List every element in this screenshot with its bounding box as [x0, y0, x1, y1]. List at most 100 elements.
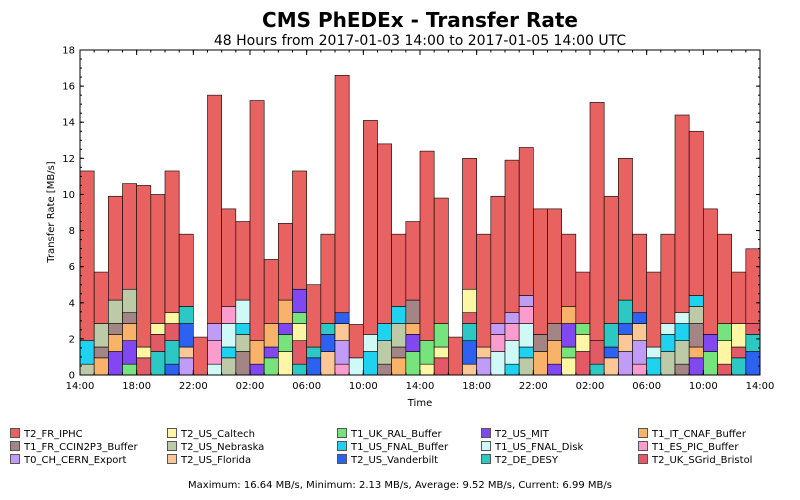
- bar-segment: [320, 323, 336, 335]
- bar-stack: [405, 221, 421, 376]
- bar-segment: [419, 340, 435, 365]
- x-tick-label: 06:00: [632, 381, 661, 392]
- x-tick-label: 18:00: [462, 381, 491, 392]
- bar-segment-main: [108, 195, 123, 301]
- bar-segment: [575, 334, 591, 352]
- bar-segment-main: [674, 114, 690, 314]
- bar-segment: [136, 357, 152, 376]
- legend-item: T1_ES_PIC_Buffer: [638, 441, 738, 454]
- bar-stack: [745, 248, 761, 376]
- bar-segment: [178, 346, 194, 359]
- bar-segment: [306, 357, 322, 376]
- bar-segment: [292, 323, 307, 341]
- bar-segment-main: [547, 208, 562, 324]
- bar-segment: [122, 288, 137, 314]
- y-tick-label: 16: [62, 82, 75, 93]
- x-tick-label: 06:00: [292, 381, 321, 392]
- bar-segment: [150, 351, 166, 376]
- bar-segment: [235, 351, 251, 376]
- bar-segment: [731, 323, 747, 348]
- bar-segment: [490, 323, 506, 335]
- bar-stack: [717, 233, 732, 376]
- bar-segment: [504, 312, 520, 324]
- x-axis-label: Time: [407, 398, 432, 409]
- bar-segment: [108, 351, 123, 376]
- bar-segment: [292, 288, 307, 314]
- bar-stack: [334, 74, 350, 376]
- bar-segment-main: [405, 221, 421, 301]
- bar-segment: [207, 340, 222, 365]
- bar-segment: [490, 351, 506, 376]
- bar-stack: [561, 233, 577, 376]
- bar-segment: [717, 323, 732, 341]
- y-axis-label: Transfer Rate [MB/s]: [46, 161, 57, 263]
- chart-subtitle: 48 Hours from 2017-01-03 14:00 to 2017-0…: [214, 33, 626, 49]
- bar-segment: [79, 340, 95, 365]
- bar-stack: [660, 233, 676, 376]
- bar-stack: [164, 170, 180, 376]
- bar-segment-main: [448, 336, 463, 376]
- bar-stack: [207, 94, 222, 376]
- bar-segment-main: [433, 197, 449, 324]
- bar-segment: [703, 334, 718, 352]
- legend-swatch: [638, 428, 648, 438]
- bar-segment: [462, 312, 477, 324]
- legend-label: T1_IT_CNAF_Buffer: [652, 429, 746, 440]
- bar-segment: [150, 323, 166, 335]
- legend-label: T1_UK_RAL_Buffer: [351, 429, 442, 440]
- bar-stack: [618, 158, 633, 376]
- bar-segment: [561, 306, 577, 324]
- bar-segment: [93, 323, 109, 348]
- bar-segment: [589, 363, 605, 376]
- bar-segment: [178, 306, 194, 324]
- bar-segment: [79, 363, 95, 376]
- bar-segment: [462, 288, 477, 314]
- legend-item: T1_FR_CCIN2P3_Buffer: [10, 441, 138, 454]
- bar-stack: [79, 170, 95, 376]
- legend-label: T2_FR_IPHC: [24, 429, 83, 440]
- bar-segment: [632, 323, 647, 341]
- bar-segment: [618, 351, 633, 376]
- bar-segment: [518, 306, 534, 324]
- bar-segment: [405, 299, 421, 324]
- bar-stack: [433, 197, 449, 376]
- bar-stack: [462, 158, 477, 376]
- bar-segment: [263, 357, 279, 376]
- bar-segment: [504, 340, 520, 365]
- bar-segment: [419, 363, 435, 376]
- bar-segment-main: [207, 94, 222, 324]
- bar-segment-main: [164, 170, 180, 314]
- legend-swatch: [337, 454, 347, 464]
- bar-segment-main: [79, 170, 95, 341]
- bar-segment: [221, 306, 237, 324]
- bar-segment-main: [348, 324, 364, 359]
- bar-segment: [93, 346, 109, 359]
- bar-segment-main: [533, 208, 548, 335]
- bar-segment: [207, 363, 222, 376]
- bar-segment: [731, 357, 747, 376]
- legend-swatch: [638, 454, 648, 464]
- bar-segment: [688, 346, 704, 359]
- bar-segment: [306, 346, 322, 359]
- bar-segment: [646, 357, 662, 376]
- legend-item: T1_US_FNAL_Buffer: [337, 441, 448, 454]
- bar-segment: [603, 346, 619, 359]
- chart-title: CMS PhEDEx - Transfer Rate: [262, 8, 578, 32]
- bar-segment-main: [136, 185, 152, 348]
- bar-segment: [575, 323, 591, 335]
- bar-segment: [674, 340, 690, 365]
- bar-segment: [405, 323, 421, 335]
- bar-segment: [433, 323, 449, 348]
- y-tick-label: 4: [69, 298, 75, 309]
- bar-stack: [221, 208, 237, 376]
- legend-item: T2_US_Vanderbilt: [337, 454, 438, 467]
- bar-segment: [235, 323, 251, 335]
- bar-segment: [122, 340, 137, 365]
- bar-segment: [745, 334, 761, 352]
- legend-item: T2_UK_SGrid_Bristol: [638, 454, 752, 467]
- bar-segment: [688, 306, 704, 324]
- bar-segment-main: [221, 208, 237, 307]
- bar-segment-main: [703, 208, 718, 335]
- x-tick-label: 22:00: [519, 381, 548, 392]
- bar-segment: [249, 363, 265, 376]
